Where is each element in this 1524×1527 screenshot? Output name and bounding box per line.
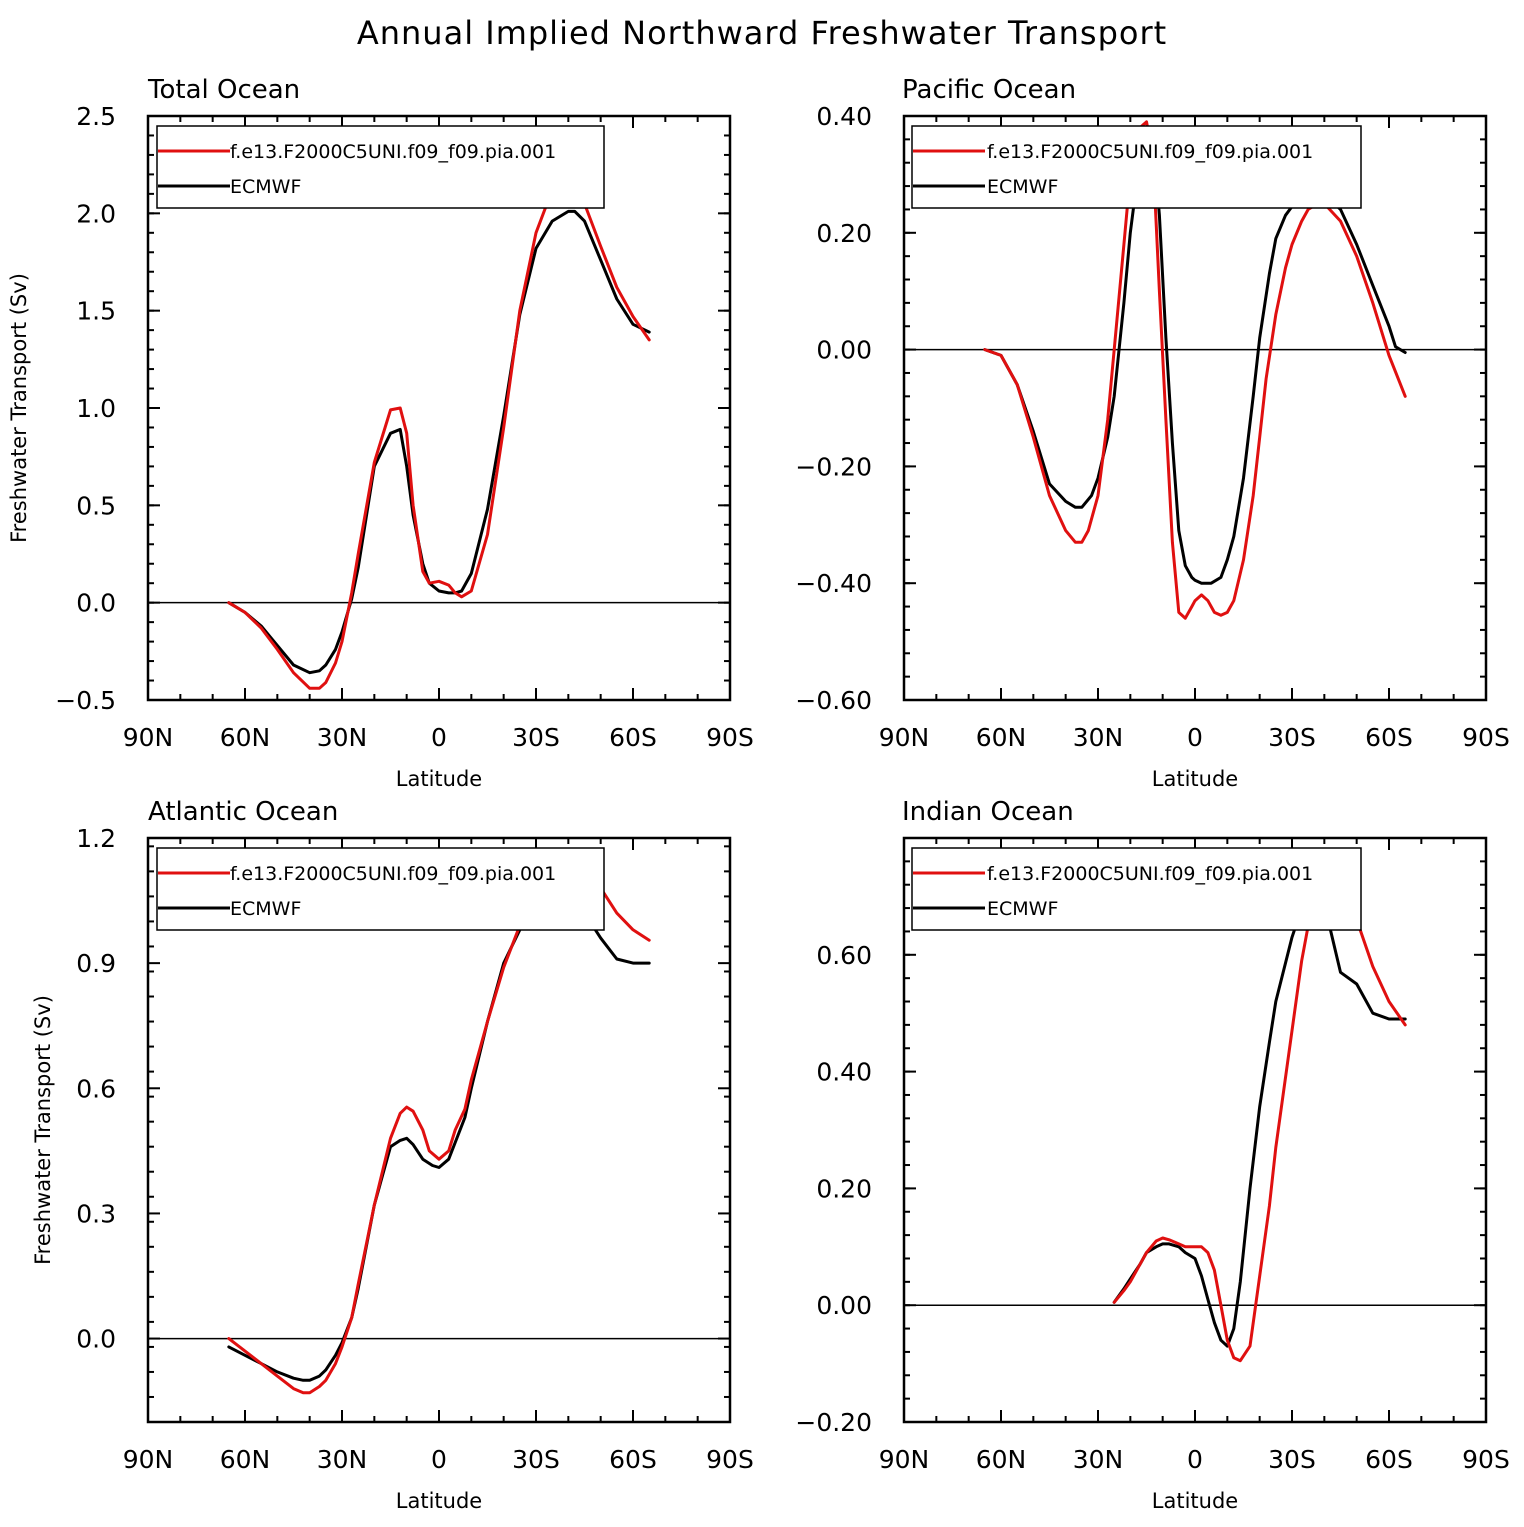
y-tick-label: 0.00	[816, 336, 872, 365]
y-tick-label: −0.20	[795, 452, 872, 481]
panel-total-ocean: Total Ocean Latitude Freshwater Transpor…	[7, 75, 754, 791]
x-tick-label: 90N	[123, 723, 174, 752]
x-tick-label: 30S	[512, 723, 560, 752]
panel-atlantic-ocean: Atlantic Ocean Latitude Freshwater Trans…	[31, 797, 754, 1513]
x-tick-label: 0	[431, 723, 447, 752]
series-line-ecmwf	[227, 209, 651, 675]
x-tick-label: 60N	[220, 723, 271, 752]
legend-obs-label: ECMWF	[230, 898, 301, 920]
x-tick-label: 90N	[879, 723, 930, 752]
x-tick-label: 0	[1187, 723, 1203, 752]
y-tick-label: 1.2	[76, 824, 116, 853]
y-tick-label: 0.3	[76, 1199, 116, 1228]
y-tick-label: 2.0	[76, 199, 116, 228]
panel-indian-ocean: Indian Ocean Latitude 90N 60N 30N 0 30S 60S 90…	[795, 797, 1509, 1513]
x-tick-label: 90S	[706, 723, 754, 752]
legend: f.e13.F2000C5UNI.f09_f09.pia.001 ECMWF	[911, 847, 1362, 931]
legend-box	[911, 847, 1362, 931]
x-tick-label: 30N	[1073, 723, 1124, 752]
panel-title: Indian Ocean	[902, 797, 1074, 827]
y-tick-label: 1.0	[76, 394, 116, 423]
x-axis-label: Latitude	[1152, 767, 1238, 791]
legend-box	[156, 847, 605, 931]
x-tick-label: 60S	[1365, 1445, 1413, 1474]
y-tick-label: −0.5	[55, 686, 116, 715]
x-tick-label: 90S	[1462, 1445, 1510, 1474]
x-tick-label: 30N	[317, 1445, 368, 1474]
y-tick-label: 0.40	[816, 1058, 872, 1087]
panel-title: Total Ocean	[147, 75, 300, 105]
panel-title: Atlantic Ocean	[148, 797, 338, 827]
y-tick-label: −0.40	[795, 569, 872, 598]
legend-box	[911, 125, 1362, 209]
x-axis-label: Latitude	[396, 1489, 482, 1513]
x-tick-label: 60N	[220, 1445, 271, 1474]
y-tick-label: −0.60	[795, 686, 872, 715]
series-line-ecmwf	[227, 901, 651, 1382]
legend-model-label: f.e13.F2000C5UNI.f09_f09.pia.001	[987, 863, 1313, 885]
y-tick-label: 0.5	[76, 491, 116, 520]
x-tick-label: 30S	[1268, 723, 1316, 752]
y-tick-label: 2.5	[76, 102, 116, 131]
x-tick-label: 60S	[609, 1445, 657, 1474]
x-tick-label: 30S	[512, 1445, 560, 1474]
panel-title: Pacific Ocean	[902, 75, 1076, 105]
x-tick-label: 60S	[609, 723, 657, 752]
legend: f.e13.F2000C5UNI.f09_f09.pia.001 ECMWF	[156, 125, 605, 209]
y-axis-label: Freshwater Transport (Sv)	[31, 995, 55, 1265]
y-tick-label: 0.60	[816, 941, 872, 970]
x-axis-label: Latitude	[1152, 1489, 1238, 1513]
x-tick-label: 90S	[706, 1445, 754, 1474]
x-tick-label: 0	[1187, 1445, 1203, 1474]
x-tick-label: 90N	[879, 1445, 930, 1474]
legend-model-label: f.e13.F2000C5UNI.f09_f09.pia.001	[230, 141, 556, 163]
y-tick-label: 0.0	[76, 1325, 116, 1354]
y-tick-label: 1.5	[76, 297, 116, 326]
x-tick-label: 0	[431, 1445, 447, 1474]
figure-title: Annual Implied Northward Freshwater Tran…	[356, 14, 1168, 52]
x-tick-label: 30S	[1268, 1445, 1316, 1474]
y-tick-label: 0.20	[816, 1174, 872, 1203]
x-tick-label: 60N	[976, 723, 1027, 752]
legend: f.e13.F2000C5UNI.f09_f09.pia.001 ECMWF	[911, 125, 1362, 209]
legend-model-label: f.e13.F2000C5UNI.f09_f09.pia.001	[987, 141, 1313, 163]
series-line-model	[983, 120, 1407, 620]
x-tick-label: 60N	[976, 1445, 1027, 1474]
legend-obs-label: ECMWF	[987, 176, 1058, 198]
y-tick-label: 0.00	[816, 1291, 872, 1320]
x-tick-label: 30N	[1073, 1445, 1124, 1474]
legend-obs-label: ECMWF	[230, 176, 301, 198]
x-tick-label: 90N	[123, 1445, 174, 1474]
y-tick-label: 0.40	[816, 102, 872, 131]
x-tick-label: 60S	[1365, 723, 1413, 752]
y-tick-label: 0.20	[816, 219, 872, 248]
legend-model-label: f.e13.F2000C5UNI.f09_f09.pia.001	[230, 863, 556, 885]
y-tick-label: −0.20	[795, 1408, 872, 1437]
x-tick-label: 30N	[317, 723, 368, 752]
y-tick-label: 0.6	[76, 1074, 116, 1103]
y-tick-label: 0.0	[76, 589, 116, 618]
y-axis-label: Freshwater Transport (Sv)	[7, 273, 31, 543]
legend: f.e13.F2000C5UNI.f09_f09.pia.001 ECMWF	[156, 847, 605, 931]
x-tick-label: 90S	[1462, 723, 1510, 752]
legend-box	[156, 125, 605, 209]
panel-pacific-ocean: Pacific Ocean Latitude 90N 60N 30N 0 30S 60S 9…	[795, 75, 1509, 791]
series-line-model	[227, 849, 651, 1395]
legend-obs-label: ECMWF	[987, 898, 1058, 920]
series-line-model	[227, 176, 651, 690]
x-axis-label: Latitude	[396, 767, 482, 791]
y-tick-label: 0.9	[76, 949, 116, 978]
